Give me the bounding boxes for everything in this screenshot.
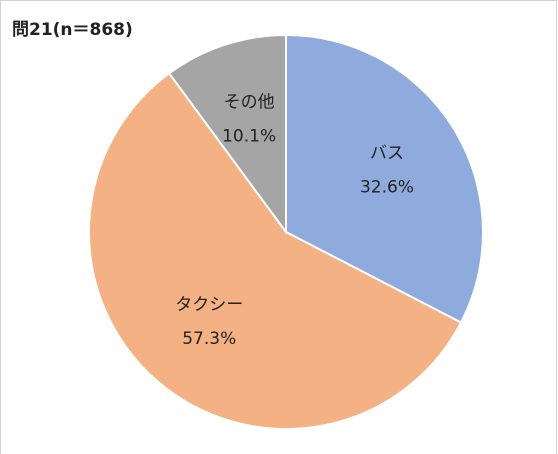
slice-label: その他 <box>224 93 275 113</box>
pie-slice <box>88 71 463 430</box>
pie-slice <box>285 33 484 324</box>
slice-value: 57.3% <box>182 329 236 349</box>
slice-value: 10.1% <box>222 127 276 147</box>
pie-slice <box>167 33 287 236</box>
slice-value: 32.6% <box>360 178 414 198</box>
chart-title: 問21(n＝868) <box>12 20 133 40</box>
slice-label: タクシー <box>175 295 243 315</box>
slice-label: バス <box>370 144 404 164</box>
